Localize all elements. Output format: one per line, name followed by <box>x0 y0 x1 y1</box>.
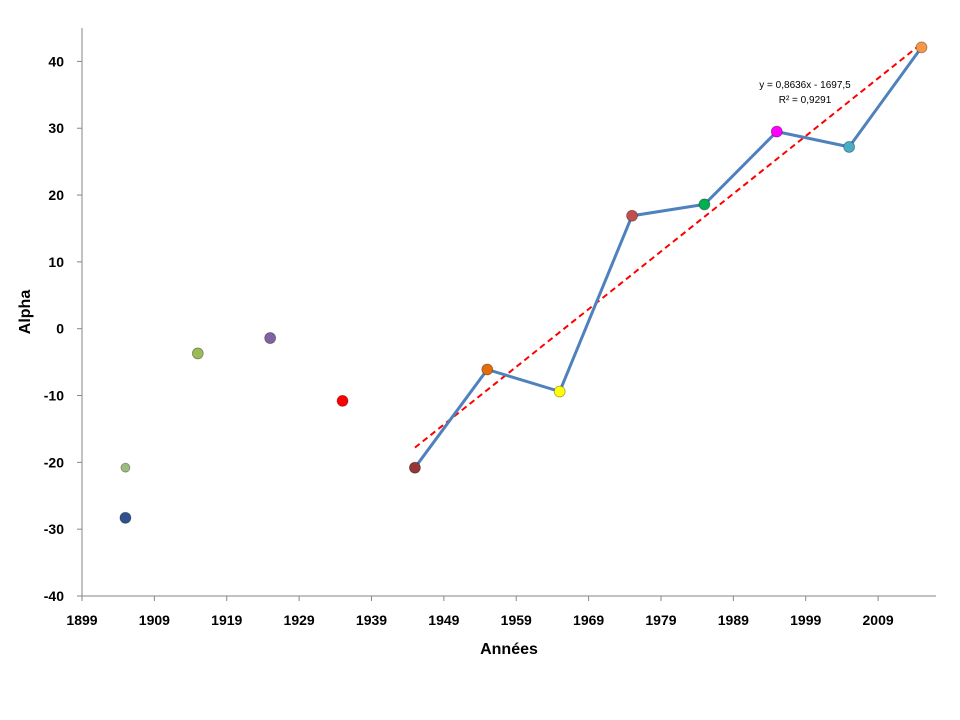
x-tick-label: 1899 <box>66 612 97 628</box>
data-point <box>770 125 783 138</box>
data-point <box>119 511 132 524</box>
data-point <box>191 347 204 360</box>
y-tick-label: -10 <box>44 388 64 404</box>
data-point <box>843 141 856 153</box>
tick-labels: -40 -30 -20 -10 0 10 20 30 40 1899 1909 1919 1929 193… <box>44 53 894 628</box>
data-point <box>336 394 349 407</box>
trendline <box>414 42 923 449</box>
data-point <box>120 462 131 473</box>
y-tick-label: -40 <box>44 588 64 604</box>
data-point <box>264 332 277 344</box>
data-point <box>626 209 638 222</box>
data-point <box>481 363 494 376</box>
line-series <box>413 46 923 469</box>
trendline-r-squared: R² = 0,9291 <box>779 95 832 106</box>
trendline-equation: y = 0,8636x - 1697,5 <box>759 80 851 91</box>
y-tick-label: 40 <box>48 53 64 69</box>
x-axis-title: Années <box>480 641 538 658</box>
x-tick-label: 1979 <box>645 612 676 628</box>
data-point <box>698 198 711 211</box>
y-tick-label: 10 <box>48 254 64 270</box>
x-tick-label: 1919 <box>211 612 242 628</box>
x-tick-label: 1989 <box>718 612 749 628</box>
y-tick-label: 30 <box>48 120 64 136</box>
x-tick-label: 1949 <box>428 612 459 628</box>
data-point <box>409 461 421 474</box>
x-tick-label: 1959 <box>501 612 532 628</box>
data-point <box>915 41 928 54</box>
x-tick-label: 1969 <box>573 612 604 628</box>
y-tick-label: -30 <box>44 521 64 537</box>
y-tick-label: 20 <box>48 187 64 203</box>
x-tick-label: 1999 <box>790 612 821 628</box>
y-tick-label: -20 <box>44 454 64 470</box>
x-tick-label: 2009 <box>863 612 894 628</box>
data-points <box>119 41 928 524</box>
plot-area <box>77 28 936 601</box>
x-tick-label: 1939 <box>356 612 387 628</box>
y-tick-label: 0 <box>56 321 64 337</box>
x-tick-label: 1909 <box>139 612 170 628</box>
x-tick-label: 1929 <box>284 612 315 628</box>
series-line <box>413 46 923 469</box>
y-axis-title: Alpha <box>17 290 34 335</box>
data-point <box>553 385 566 398</box>
trendline-path <box>414 42 923 449</box>
